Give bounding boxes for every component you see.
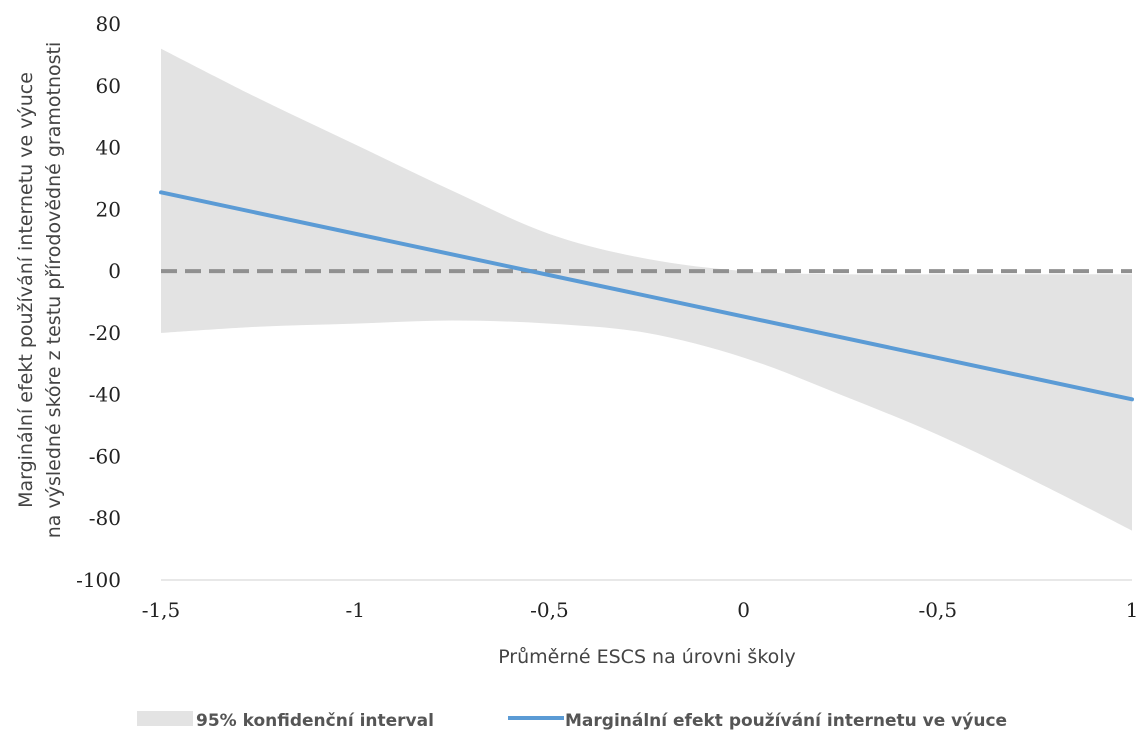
y-axis-title-line-1: Marginální efekt používání internetu ve … <box>15 72 37 508</box>
y-axis-title-line-2: na výsledné skóre z testu přírodovědné g… <box>43 42 65 538</box>
y-tick-label: 0 <box>108 259 121 283</box>
y-axis-ticks: 80 60 40 20 0 -20 -40 -60 -80 -100 <box>76 12 121 592</box>
y-tick-label: -20 <box>89 321 121 345</box>
x-tick-label: -0,5 <box>530 598 569 622</box>
x-tick-label: -1 <box>345 598 364 622</box>
x-tick-label: 0 <box>737 598 750 622</box>
y-tick-label: 80 <box>96 12 121 36</box>
x-tick-label: -1,5 <box>142 598 181 622</box>
y-tick-label: 40 <box>96 136 121 160</box>
legend-band-swatch <box>137 711 193 726</box>
x-tick-label: 1 <box>1126 598 1139 622</box>
x-axis-ticks: -1,5 -1 -0,5 0 -0,5 1 <box>142 598 1139 622</box>
legend: 95% konfidenční interval Marginální efek… <box>137 711 1007 731</box>
x-tick-label: -0,5 <box>919 598 958 622</box>
y-tick-label: 60 <box>96 74 121 98</box>
plot-area <box>159 48 1134 581</box>
marginal-effect-line <box>159 190 1134 402</box>
confidence-band <box>161 48 1132 531</box>
legend-line-label: Marginální efekt používání internetu ve … <box>565 711 1007 731</box>
y-tick-label: -100 <box>76 568 121 592</box>
y-tick-label: 20 <box>96 197 121 221</box>
y-tick-label: -80 <box>89 506 121 530</box>
y-tick-label: -60 <box>89 444 121 468</box>
legend-band-label: 95% konfidenční interval <box>196 711 434 731</box>
y-tick-label: -40 <box>89 383 121 407</box>
x-axis-title: Průměrné ESCS na úrovni školy <box>498 646 796 668</box>
